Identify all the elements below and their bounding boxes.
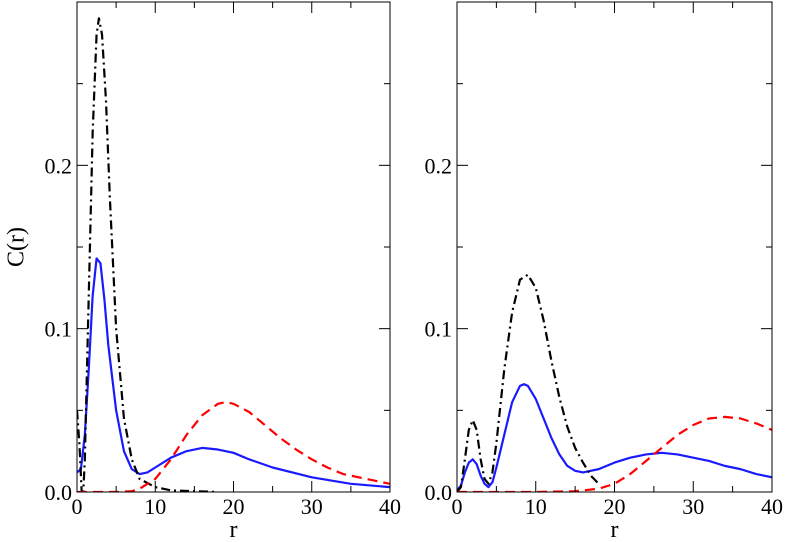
- y-tick-label: 0.0: [425, 480, 453, 505]
- plot-frame: [456, 1, 773, 493]
- y-tick-label: 0.2: [425, 153, 453, 178]
- series-line-dashed: [77, 401, 390, 492]
- series-line-solid: [77, 257, 390, 489]
- x-tick-label: 40: [761, 494, 783, 519]
- chart-panel-left: 0 10 20 30 40 0.0 0.1 0.2 r C(r): [4, 1, 401, 542]
- y-axis-label: C(r): [4, 227, 30, 267]
- chart-panel-right: 0 10 20 30 40 0.0 0.1 0.2 r: [425, 1, 783, 542]
- x-tick-label: 30: [301, 494, 323, 519]
- y-tick-label: 0.1: [45, 317, 73, 342]
- y-tick-label: 0.2: [45, 153, 73, 178]
- x-tick-label: 0: [72, 494, 83, 519]
- x-tick-label: 10: [525, 494, 547, 519]
- series-line-solid: [457, 383, 772, 492]
- x-tick-label: 10: [144, 494, 166, 519]
- x-tick-label: 20: [223, 494, 245, 519]
- y-tick-label: 0.0: [45, 480, 73, 505]
- x-axis-label: r: [611, 517, 619, 542]
- y-tick-label: 0.1: [425, 317, 453, 342]
- series-line-dashed: [457, 415, 772, 492]
- x-axis-label: r: [230, 517, 238, 542]
- x-tick-label: 30: [682, 494, 704, 519]
- x-tick-label: 0: [452, 494, 463, 519]
- series-line-dashdot: [457, 273, 600, 492]
- x-tick-label: 20: [604, 494, 626, 519]
- x-tick-label: 40: [379, 494, 401, 519]
